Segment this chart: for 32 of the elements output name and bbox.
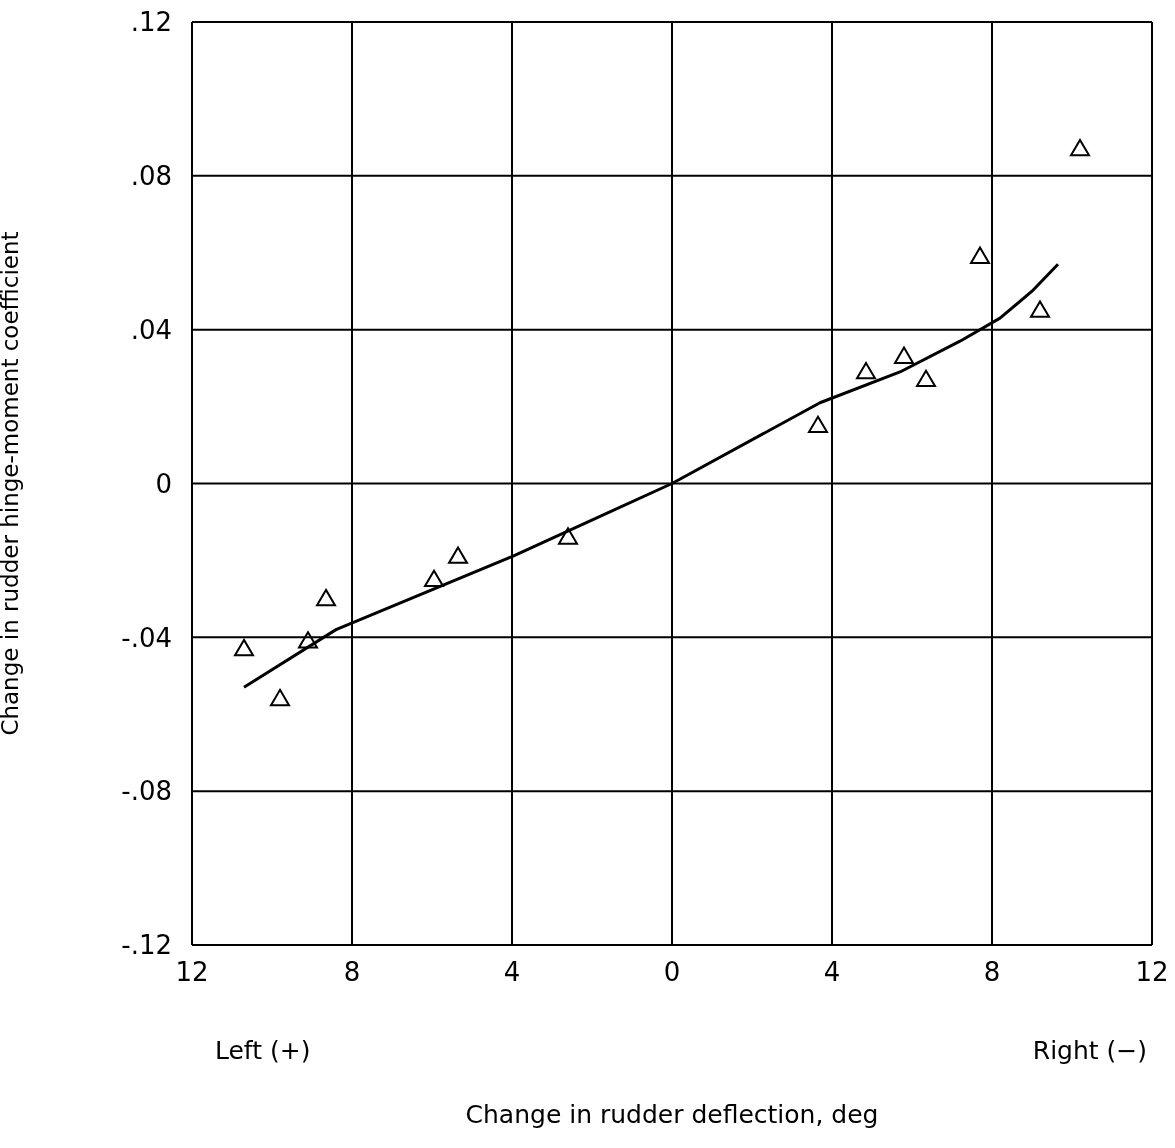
point xyxy=(856,361,876,380)
y-tick-label: -.12 xyxy=(121,930,172,961)
point xyxy=(448,546,468,564)
y-tick-label: -.08 xyxy=(121,776,172,807)
point xyxy=(1030,300,1050,318)
x-tick-label: 8 xyxy=(983,957,1001,988)
point xyxy=(316,588,336,607)
point xyxy=(298,631,318,649)
point xyxy=(424,569,444,587)
x-tick-label: 8 xyxy=(343,957,361,988)
point xyxy=(234,638,254,657)
point xyxy=(270,688,290,707)
point xyxy=(970,246,990,264)
y-tick-label: -.04 xyxy=(121,622,172,653)
text: Right (−) xyxy=(1032,1036,1147,1065)
y-tick-label: .12 xyxy=(130,7,172,38)
point xyxy=(1070,138,1090,157)
x-axis-title: Change in rudder deflection, deg xyxy=(465,1100,879,1129)
y-tick-label: .04 xyxy=(130,314,172,345)
point xyxy=(558,527,578,545)
point xyxy=(808,415,828,434)
x-tick-label: 4 xyxy=(503,957,521,988)
point xyxy=(894,346,914,364)
text: Left (+) xyxy=(215,1036,311,1065)
point xyxy=(916,369,936,387)
x-tick-label: 0 xyxy=(663,957,681,988)
y-tick-label: 0 xyxy=(155,468,172,499)
y-tick-label: .08 xyxy=(130,161,172,192)
x-tick-label: 12 xyxy=(175,957,209,988)
x-tick-label: 12 xyxy=(1135,957,1169,988)
x-tick-label: 4 xyxy=(823,957,841,988)
y-axis-title: Change in rudder hinge-moment coefficient xyxy=(0,231,24,736)
